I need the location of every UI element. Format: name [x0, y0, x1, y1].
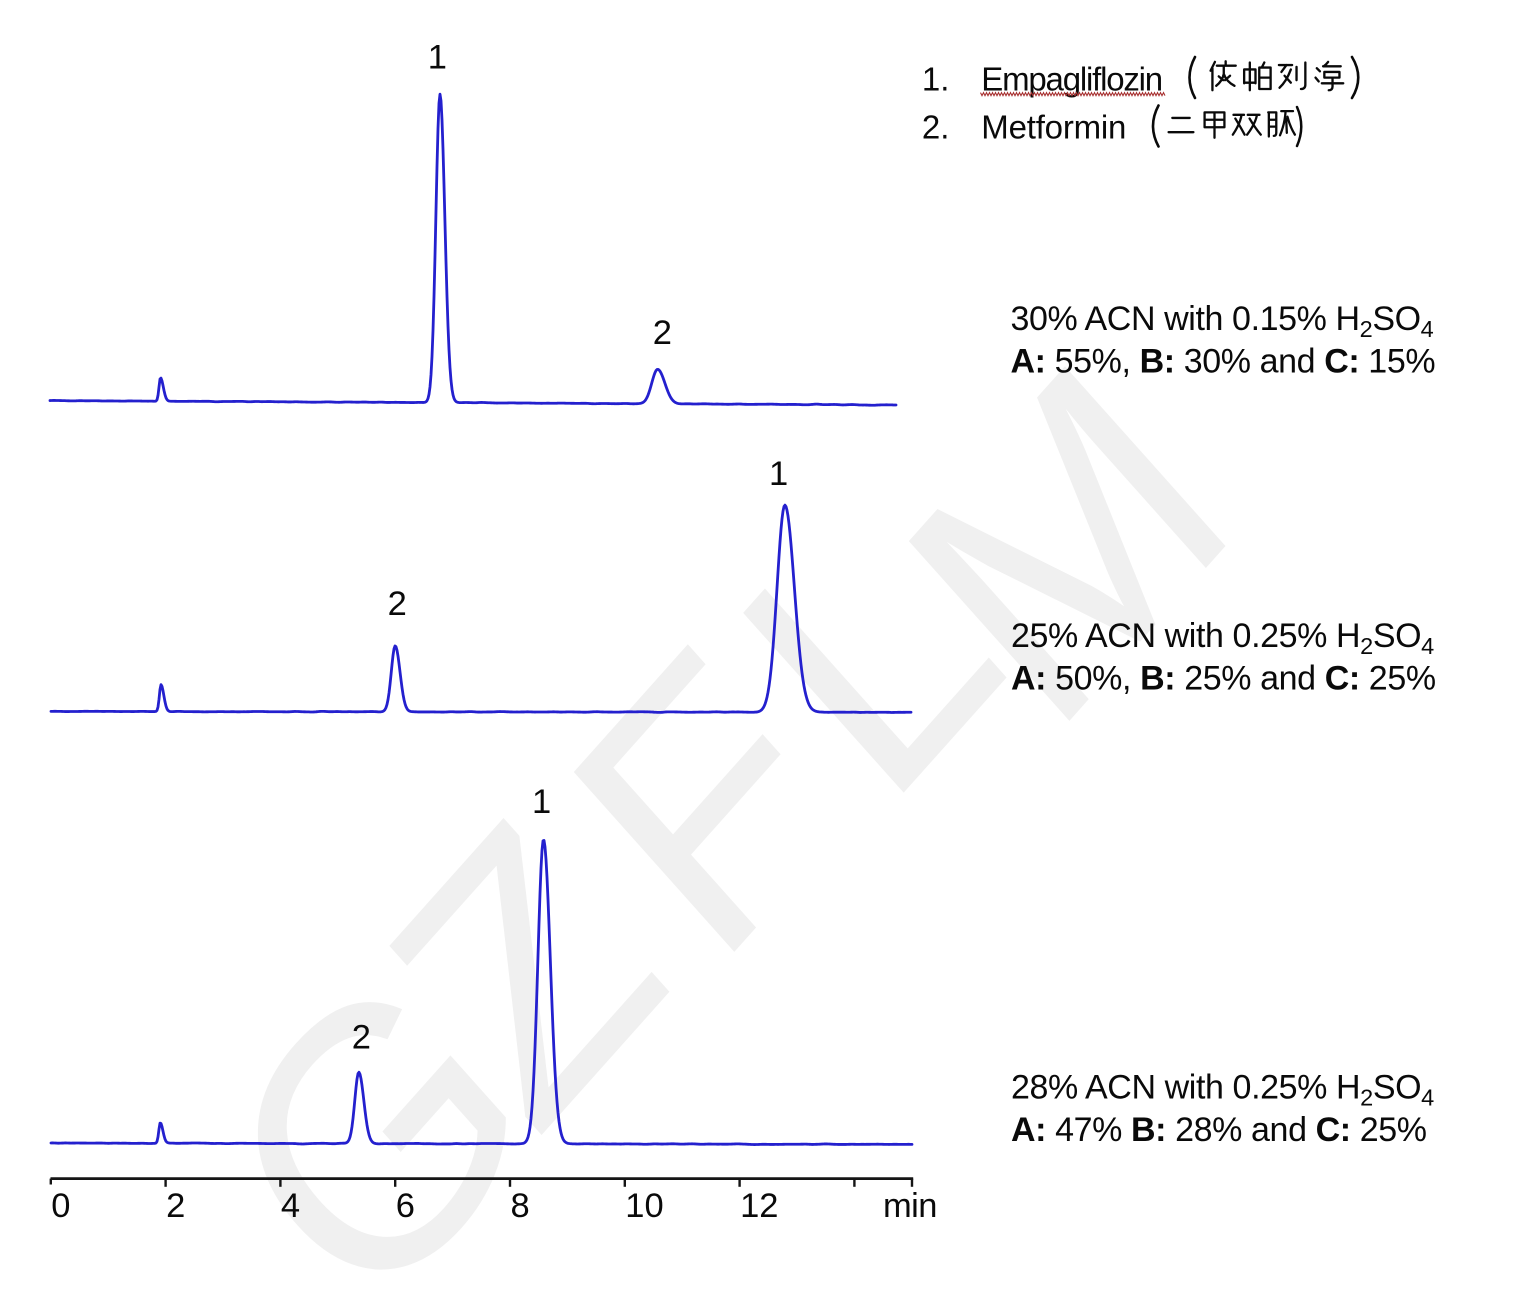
- svg-text:Empagliflozin: Empagliflozin: [981, 60, 1162, 97]
- svg-text:A: 55%, B: 30% and C: 15%: A: 55%, B: 30% and C: 15%: [1011, 343, 1436, 381]
- svg-text:min: min: [883, 1187, 937, 1225]
- svg-text:8: 8: [511, 1187, 530, 1225]
- svg-text:6: 6: [396, 1187, 415, 1225]
- svg-text:1.: 1.: [922, 60, 950, 97]
- svg-text:A: 47% B: 28% and C: 25%: A: 47% B: 28% and C: 25%: [1011, 1111, 1427, 1149]
- svg-text:1: 1: [769, 455, 788, 493]
- svg-text:Metformin: Metformin: [981, 109, 1126, 146]
- svg-text:0: 0: [51, 1187, 70, 1225]
- svg-text:28% ACN with 0.25% H2SO4: 28% ACN with 0.25% H2SO4: [1011, 1068, 1434, 1110]
- svg-text:25% ACN with 0.25% H2SO4: 25% ACN with 0.25% H2SO4: [1011, 617, 1434, 659]
- svg-text:2: 2: [352, 1019, 371, 1057]
- svg-text:30% ACN with 0.15% H2SO4: 30% ACN with 0.15% H2SO4: [1011, 300, 1434, 342]
- svg-text:1: 1: [532, 783, 551, 821]
- svg-text:10: 10: [625, 1187, 663, 1225]
- svg-text:1: 1: [428, 39, 447, 77]
- svg-text:2: 2: [653, 314, 672, 352]
- svg-text:2.: 2.: [922, 109, 950, 146]
- svg-text:2: 2: [166, 1187, 185, 1225]
- svg-text:4: 4: [281, 1187, 300, 1225]
- svg-text:2: 2: [388, 585, 407, 623]
- svg-text:A: 50%, B: 25% and C: 25%: A: 50%, B: 25% and C: 25%: [1011, 660, 1436, 698]
- svg-text:12: 12: [740, 1187, 778, 1225]
